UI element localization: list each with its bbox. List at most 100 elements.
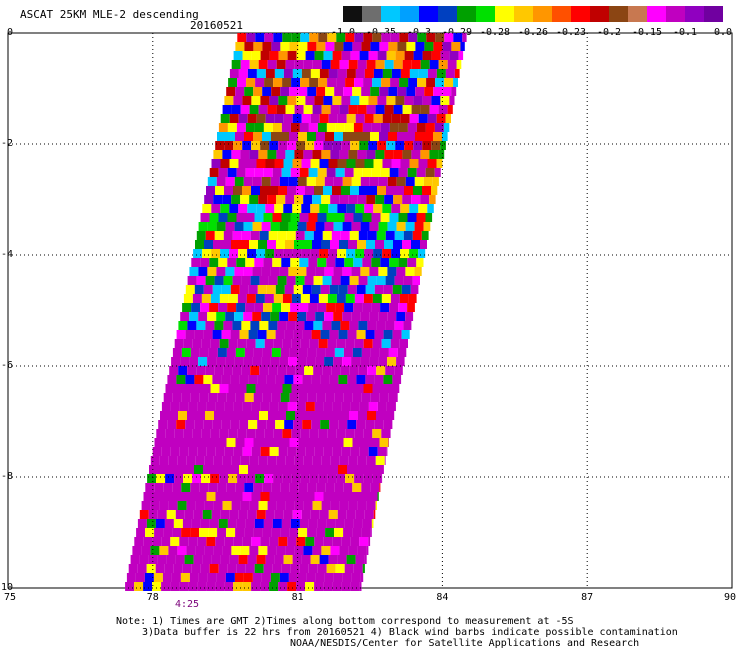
swath-cell <box>297 357 307 366</box>
swath-cell <box>314 492 324 501</box>
swath-cell <box>247 510 257 519</box>
swath-cell <box>281 168 291 177</box>
swath-cell <box>325 483 335 492</box>
swath-cell <box>341 186 350 195</box>
swath-cell <box>170 402 180 411</box>
swath-cell <box>221 285 231 294</box>
swath-cell <box>275 285 285 294</box>
swath-cell <box>303 105 313 114</box>
swath-cell <box>317 258 327 267</box>
swath-cell <box>347 330 357 339</box>
swath-cell <box>233 537 243 546</box>
swath-cell <box>302 285 312 294</box>
swath-cell <box>385 231 395 240</box>
swath-cell <box>372 33 382 42</box>
swath-cell <box>315 357 325 366</box>
swath-cell <box>296 402 306 411</box>
swath-cell <box>304 276 314 285</box>
swath-cell <box>231 60 241 69</box>
swath-cell <box>383 285 393 294</box>
swath-cell <box>152 492 162 501</box>
swath-cell <box>147 474 157 483</box>
swath-cell <box>337 69 347 78</box>
swath-cell <box>338 420 348 429</box>
swath-cell <box>130 555 140 564</box>
swath-cell <box>261 573 271 582</box>
swath-cell <box>348 456 358 465</box>
swath-cell <box>327 33 337 42</box>
swath-cell <box>244 132 253 141</box>
swath-cell <box>281 258 291 267</box>
swath-cell <box>272 564 282 573</box>
swath-cell <box>420 240 427 249</box>
swath-cell <box>429 150 439 159</box>
swath-cell <box>296 582 306 591</box>
swath-cell <box>369 357 379 366</box>
swath-cell <box>278 492 288 501</box>
swath-cell <box>292 510 302 519</box>
swath-cell <box>404 186 413 195</box>
swath-cell <box>284 375 294 384</box>
swath-cell <box>238 510 248 519</box>
swath-cell <box>272 123 282 132</box>
swath-cell <box>337 159 347 168</box>
swath-cell <box>177 456 187 465</box>
swath-cell <box>227 519 237 528</box>
swath-cell <box>291 294 301 303</box>
swath-cell <box>188 492 198 501</box>
swath-cell <box>305 492 315 501</box>
swath-cell <box>264 294 274 303</box>
swath-cell <box>224 447 234 456</box>
swath-cell <box>356 375 366 384</box>
swath-cell <box>283 69 293 78</box>
swath-cell <box>199 438 209 447</box>
swath-cell <box>245 168 255 177</box>
swath-cell <box>285 195 295 204</box>
swath-cell <box>206 402 216 411</box>
swath-cell <box>244 348 254 357</box>
swath-cell <box>192 339 202 348</box>
swath-cell <box>394 366 403 375</box>
swath-cell <box>272 303 282 312</box>
swath-cell <box>451 42 461 51</box>
swath-cell <box>400 159 410 168</box>
swath-cell <box>162 573 172 582</box>
swath-cell <box>236 213 246 222</box>
swath-cell <box>279 312 289 321</box>
swath-cell <box>350 402 360 411</box>
swath-cell <box>222 105 232 114</box>
swath-cell <box>271 42 281 51</box>
swath-cell <box>331 366 341 375</box>
swath-cell <box>356 420 366 429</box>
swath-cell <box>238 159 248 168</box>
swath-cell <box>293 285 303 294</box>
swath-cell <box>273 33 283 42</box>
swath-cell <box>379 348 389 357</box>
swath-cell <box>418 114 428 123</box>
swath-cell <box>134 537 144 546</box>
swath-cell <box>285 240 294 249</box>
swath-cell <box>384 150 394 159</box>
colorbar-swatch <box>476 6 495 22</box>
swath-cell <box>361 393 371 402</box>
swath-cell <box>314 537 324 546</box>
swath-cell <box>286 231 296 240</box>
swath-cell <box>372 294 382 303</box>
swath-cell <box>270 573 280 582</box>
swath-cell <box>301 159 311 168</box>
swath-cell <box>306 357 316 366</box>
swath-cell <box>375 456 385 465</box>
swath-cell <box>168 501 178 510</box>
swath-cell <box>414 222 424 231</box>
swath-cell <box>192 294 202 303</box>
swath-cell <box>393 105 403 114</box>
swath-cell <box>264 474 274 483</box>
swath-cell <box>313 321 323 330</box>
swath-cell <box>229 249 239 258</box>
swath-cell <box>334 348 344 357</box>
swath-cell <box>205 231 215 240</box>
swath-cell <box>251 582 261 591</box>
swath-cell <box>453 78 458 87</box>
swath-cell <box>211 159 221 168</box>
swath-cell <box>260 447 270 456</box>
